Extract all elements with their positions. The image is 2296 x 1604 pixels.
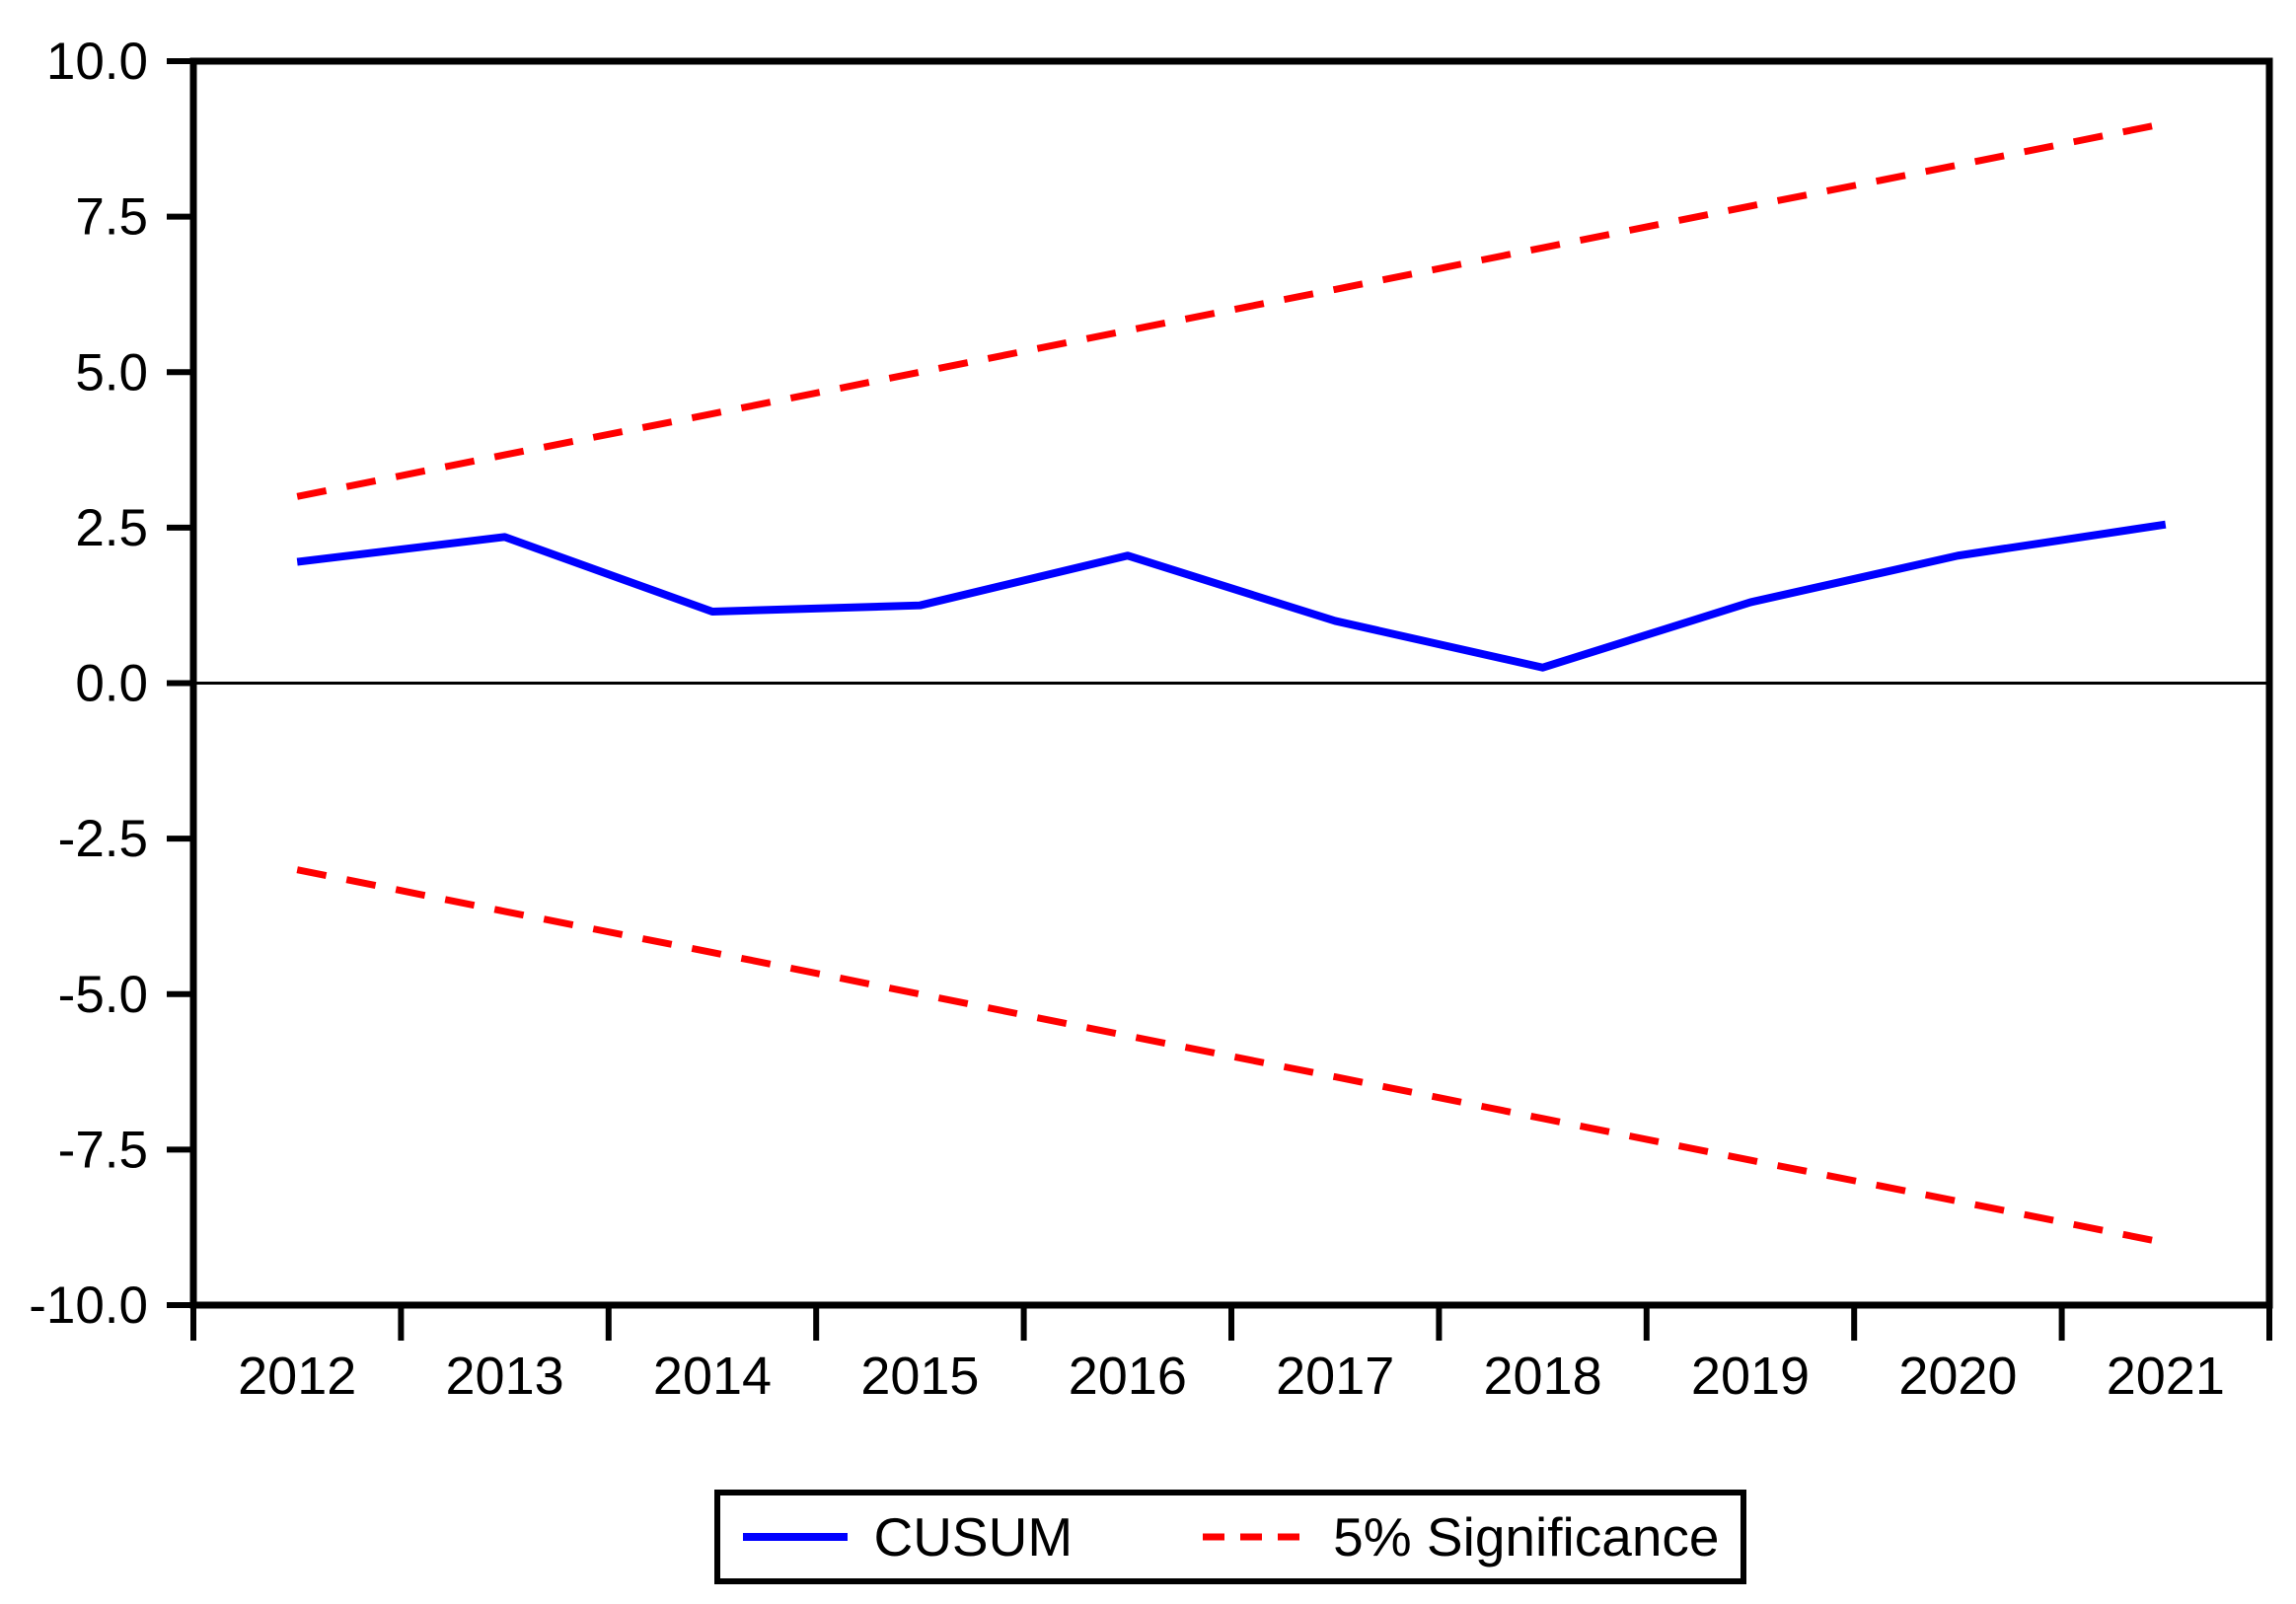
x-axis-year-label: 2015 (860, 1347, 979, 1406)
x-axis-year-label: 2013 (446, 1347, 564, 1406)
x-axis-year-label: 2012 (238, 1347, 356, 1406)
y-axis-tick-label: 2.5 (75, 499, 148, 557)
x-axis-year-label: 2016 (1069, 1347, 1187, 1406)
y-axis-tick-label: 0.0 (75, 655, 148, 713)
x-axis-year-label: 2014 (653, 1347, 772, 1406)
x-axis-year-label: 2021 (2107, 1347, 2225, 1406)
series-line-2 (296, 866, 2167, 1247)
legend-item-cusum: CUSUM (741, 1505, 1074, 1568)
y-axis-tick-label: 5.0 (75, 343, 148, 401)
y-axis-tick-label: -7.5 (58, 1121, 148, 1179)
y-axis-tick-label: 7.5 (75, 188, 148, 247)
x-axis-year-label: 2017 (1276, 1347, 1394, 1406)
legend: CUSUM 5% Significance (714, 1490, 1746, 1584)
series-line-0 (296, 520, 2167, 672)
x-axis-year-label: 2020 (1898, 1347, 2017, 1406)
cusum-line-sample-icon (743, 1533, 849, 1541)
legend-label-significance: 5% Significance (1333, 1505, 1720, 1568)
y-axis-tick-label: -2.5 (58, 810, 148, 868)
significance-line-sample-icon (1203, 1533, 1308, 1541)
y-axis-tick-label: -5.0 (58, 966, 148, 1024)
legend-item-significance: 5% Significance (1201, 1505, 1720, 1568)
x-axis-year-label: 2018 (1484, 1347, 1602, 1406)
series-line-1 (296, 119, 2167, 500)
x-axis-year-label: 2019 (1691, 1347, 1810, 1406)
legend-label-cusum: CUSUM (873, 1505, 1074, 1568)
y-axis-tick-label: -10.0 (29, 1276, 148, 1335)
y-axis-tick-label: 10.0 (46, 33, 148, 91)
